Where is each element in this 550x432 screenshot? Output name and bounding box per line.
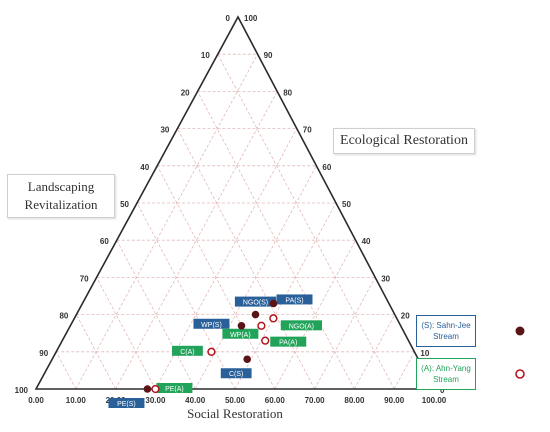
landscaping-tick-label: 10 [201, 51, 210, 60]
point-label-box [280, 320, 322, 331]
ecological-tick-label: 60 [322, 163, 331, 172]
landscaping-tick-label: 20 [181, 88, 190, 97]
point-label-box [172, 345, 203, 356]
landscaping-tick-label: 0 [226, 14, 231, 23]
data-points [143, 299, 278, 394]
ecological-tick-label: 20 [401, 312, 410, 321]
point-label-text: WP(S) [201, 322, 222, 329]
point-label-text: NGO(A) [289, 323, 314, 330]
social-tick-label: 10.00 [66, 396, 87, 405]
point-label-text: NGO(S) [243, 300, 268, 307]
hollow-data-point [207, 347, 216, 356]
social-tick-label: 80.00 [344, 396, 365, 405]
ecological-tick-label: 80 [283, 88, 292, 97]
triangle-frame [34, 15, 436, 390]
hollow-data-point [269, 314, 278, 323]
filled-data-point [269, 299, 278, 308]
grid-line-landscaping [136, 202, 236, 390]
legend-markers [515, 326, 525, 379]
grid-line-landscaping [96, 277, 156, 390]
landscaping-revitalization-axis-title: Landscaping Revitalization [7, 174, 115, 218]
point-label-box [234, 296, 277, 307]
landscaping-tick-label: 90 [39, 349, 48, 358]
point-label-box [156, 383, 193, 393]
grid-line-social [314, 277, 376, 390]
grid-line-landscaping [197, 91, 355, 390]
hollow-data-point [257, 321, 266, 330]
social-tick-label: 40.00 [185, 396, 206, 405]
point-label-box [193, 318, 230, 329]
grid-line-landscaping [116, 240, 196, 390]
ecological-tick-label: 90 [264, 51, 273, 60]
ecological-tick-label: 50 [342, 200, 351, 209]
legend-hollow-marker [515, 369, 525, 379]
landscaping-tick-label: 30 [160, 126, 169, 135]
point-label-text: PA(S) [285, 297, 303, 304]
filled-data-point [143, 385, 152, 393]
grid-line-social [274, 240, 356, 390]
tick-labels: 0.0010.0020.0030.0040.0050.0060.0070.008… [15, 14, 447, 405]
social-tick-label: 70.00 [305, 396, 326, 405]
point-labels: NGO(S) WP(S) PA(S) C(S) PE(S) WP(A) NGO(A) C(A)… [108, 294, 322, 408]
legend-ahn-yang: (A): Ahn-Yang Stream [416, 358, 476, 390]
ecological-tick-label: 10 [420, 349, 429, 358]
grid-line-landscaping [76, 314, 116, 390]
grid-line-landscaping [177, 128, 315, 390]
ecological-tick-label: 0 [440, 386, 445, 395]
point-label-box [220, 368, 252, 379]
triangle-outline [34, 15, 436, 390]
filled-data-point [237, 321, 246, 330]
point-label-box [270, 336, 307, 347]
ecological-tick-label: 70 [303, 126, 312, 135]
grid-line-social [354, 314, 396, 390]
social-tick-label: 60.00 [265, 396, 286, 405]
social-restoration-axis-title: Social Restoration [176, 404, 294, 424]
point-label-text: C(A) [180, 349, 194, 356]
grid-line-landscaping [55, 351, 77, 390]
filled-data-point [251, 310, 260, 319]
point-label-box [108, 398, 145, 408]
ecological-restoration-axis-title: Ecological Restoration [333, 128, 475, 154]
social-tick-label: 100.00 [422, 396, 447, 405]
point-label-text: C(S) [229, 371, 243, 378]
point-label-text: WP(A) [230, 332, 251, 339]
grid-line-social [75, 54, 258, 390]
grid-lines [55, 53, 415, 390]
legend-filled-marker [515, 326, 525, 336]
landscaping-tick-label: 70 [80, 274, 89, 283]
social-tick-label: 30.00 [145, 396, 166, 405]
grid-line-social [115, 91, 278, 390]
landscaping-tick-label: 100 [15, 386, 29, 395]
point-label-text: PE(A) [165, 386, 184, 393]
social-tick-label: 90.00 [384, 396, 405, 405]
point-label-text: PA(A) [279, 340, 297, 347]
ecological-tick-label: 40 [362, 237, 371, 246]
filled-data-point [243, 355, 251, 364]
landscaping-tick-label: 40 [140, 163, 149, 172]
landscaping-tick-label: 80 [59, 312, 68, 321]
grid-line-social [155, 128, 298, 390]
grid-line-landscaping [217, 54, 395, 390]
landscaping-tick-label: 50 [120, 200, 129, 209]
ecological-tick-label: 30 [381, 274, 390, 283]
legend-sahn-jee: (S): Sahn-Jee Stream [416, 315, 476, 347]
social-tick-label: 50.00 [225, 396, 246, 405]
point-label-text: PE(S) [117, 401, 136, 408]
ecological-tick-label: 100 [244, 14, 258, 23]
point-label-box [276, 294, 313, 305]
hollow-data-point [261, 336, 270, 345]
social-tick-label: 0.00 [28, 396, 44, 405]
grid-line-social [393, 351, 415, 390]
point-label-box [222, 328, 259, 339]
landscaping-tick-label: 60 [100, 237, 109, 246]
hollow-data-point [151, 384, 160, 394]
